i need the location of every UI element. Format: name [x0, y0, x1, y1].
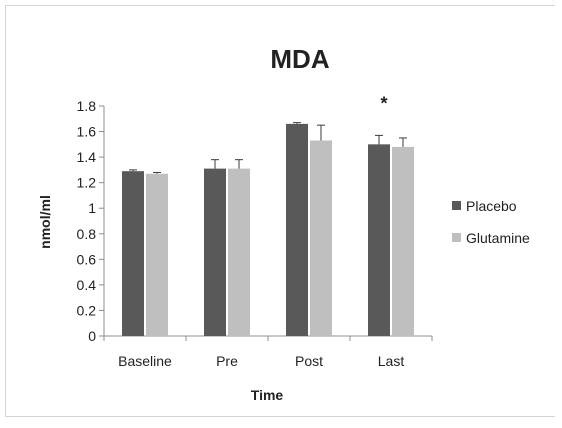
- y-tick-label: 0: [88, 328, 96, 344]
- legend-swatch-placebo: [452, 201, 461, 210]
- bar-placebo-pre: [204, 168, 226, 336]
- y-tick-label: 1.6: [77, 124, 97, 140]
- bar-glutamine-post: [310, 140, 332, 336]
- bars: *: [122, 93, 414, 336]
- bar-placebo-baseline: [122, 171, 144, 336]
- bar-glutamine-last: [392, 146, 414, 336]
- y-tick-label: 1.2: [77, 175, 97, 191]
- y-tick-label: 0.4: [77, 277, 97, 293]
- y-tick-label: 1: [88, 200, 96, 216]
- chart-frame: [5, 5, 555, 417]
- y-tick-label: 0.6: [77, 251, 97, 267]
- chart-title: MDA: [270, 44, 329, 74]
- x-tick-label: Last: [378, 353, 405, 369]
- bar-glutamine-baseline: [146, 173, 168, 336]
- y-tick-label: 1.8: [77, 98, 97, 114]
- x-axis: Baseline Pre Post Last: [103, 335, 433, 369]
- x-tick-label: Post: [295, 353, 323, 369]
- x-tick-label: Pre: [216, 353, 238, 369]
- y-axis: 0 0.2 0.4 0.6 0.8 1 1.2 1.4 1.6 1.8: [77, 98, 105, 344]
- legend-label-placebo: Placebo: [466, 198, 517, 214]
- y-tick-label: 1.4: [77, 149, 97, 165]
- legend-label-glutamine: Glutamine: [466, 230, 530, 246]
- x-tick-label: Baseline: [118, 353, 172, 369]
- legend: Placebo Glutamine: [452, 198, 530, 246]
- y-axis-label: nmol/ml: [37, 195, 53, 249]
- bar-placebo-last: [368, 144, 390, 336]
- y-tick-label: 0.2: [77, 302, 97, 318]
- bar-placebo-post: [286, 123, 308, 336]
- x-axis-label: Time: [251, 387, 284, 403]
- significance-marker: *: [380, 93, 387, 113]
- y-tick-label: 0.8: [77, 226, 97, 242]
- bar-glutamine-pre: [228, 168, 250, 336]
- legend-swatch-glutamine: [452, 233, 461, 242]
